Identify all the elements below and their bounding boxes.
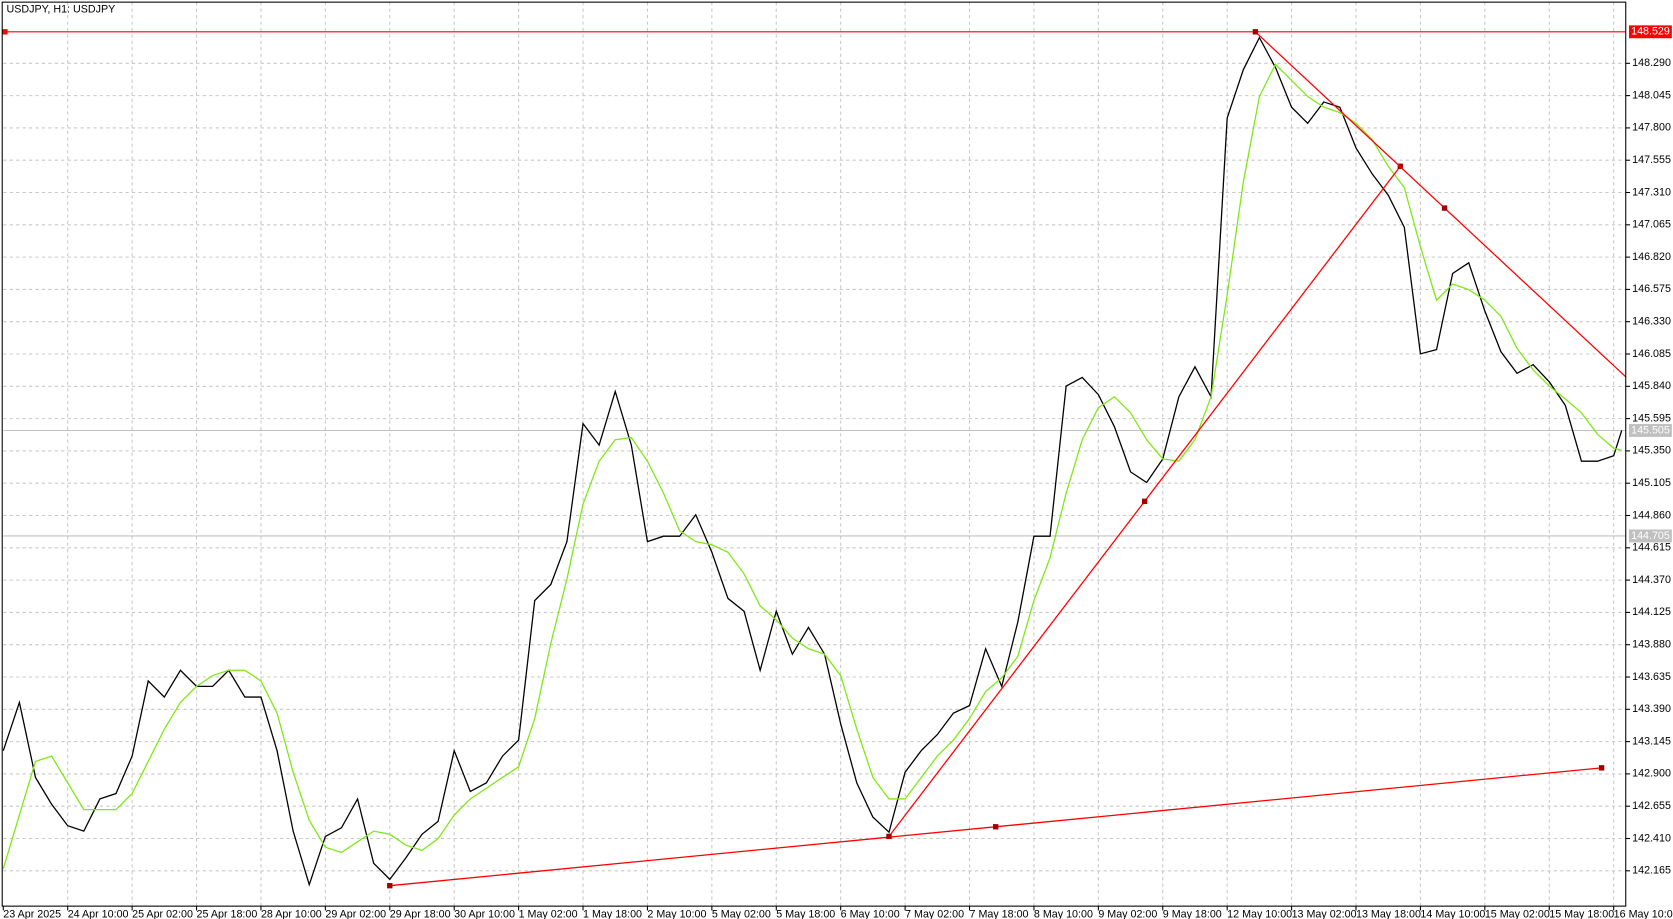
y-tick-label: 144.370 xyxy=(1632,574,1671,586)
y-tick-label: 143.880 xyxy=(1632,639,1671,651)
y-tick-label: 145.350 xyxy=(1632,445,1671,457)
y-tick-label: 147.555 xyxy=(1632,154,1671,166)
y-tick-label: 143.145 xyxy=(1632,735,1671,747)
plot-frame xyxy=(1,1,1627,907)
x-tick-label: 23 Apr 2025 xyxy=(3,909,61,919)
x-tick-label: 5 May 18:00 xyxy=(776,909,835,919)
y-tick-label: 145.595 xyxy=(1632,412,1671,424)
trendline-midpoint xyxy=(1141,498,1148,505)
y-tick-label: 142.655 xyxy=(1632,800,1671,812)
y-tick-label: 144.125 xyxy=(1632,606,1671,618)
level-label-box xyxy=(1628,424,1672,437)
y-tick-label: 143.635 xyxy=(1632,671,1671,683)
x-tick-label: 8 May 10:00 xyxy=(1034,909,1093,919)
trendline-anchor xyxy=(387,883,393,889)
x-tick-label: 7 May 02:00 xyxy=(905,909,964,919)
x-tick-label: 13 May 18:00 xyxy=(1356,909,1421,919)
x-tick-label: 25 Apr 02:00 xyxy=(132,909,193,919)
x-tick-label: 28 Apr 10:00 xyxy=(261,909,322,919)
trendline-anchor xyxy=(1598,765,1605,771)
y-tick-label: 142.165 xyxy=(1632,865,1671,877)
trendline-anchor xyxy=(886,833,892,840)
x-tick-label: 14 May 10:00 xyxy=(1420,909,1485,919)
y-tick-label: 147.800 xyxy=(1632,122,1671,134)
x-tick-label: 16 May 10:00 xyxy=(1614,909,1673,919)
y-tick-label: 142.900 xyxy=(1632,768,1671,780)
axes: 142.165 142.410 142.655 142.900 143.145 143.3… xyxy=(2,25,1673,919)
x-tick-label: 15 May 02:00 xyxy=(1485,909,1550,919)
x-tick-label: 1 May 18:00 xyxy=(583,909,642,919)
level-label: 144.705 xyxy=(1631,530,1670,542)
x-tick-label: 1 May 02:00 xyxy=(519,909,578,919)
y-tick-label: 142.410 xyxy=(1632,832,1671,844)
x-tick-label: 29 Apr 02:00 xyxy=(325,909,386,919)
level-label-box xyxy=(1628,25,1672,39)
plot-area xyxy=(2,29,1627,889)
x-tick-label: 2 May 10:00 xyxy=(647,909,706,919)
x-tick-label: 15 May 18:00 xyxy=(1549,909,1614,919)
y-tick-label: 146.085 xyxy=(1632,348,1671,360)
x-tick-label: 24 Apr 10:00 xyxy=(68,909,129,919)
y-tick-label: 146.575 xyxy=(1632,283,1671,295)
price-line xyxy=(2,63,1622,869)
x-tick-label: 29 Apr 18:00 xyxy=(390,909,451,919)
trendline-anchor xyxy=(1441,205,1448,211)
grid xyxy=(3,2,1626,907)
level-label: 145.505 xyxy=(1631,424,1670,436)
y-tick-label: 144.860 xyxy=(1632,509,1671,521)
y-tick-label: 147.310 xyxy=(1632,186,1671,198)
y-tick-label: 146.820 xyxy=(1632,251,1671,263)
trendline xyxy=(1254,31,1627,378)
chart-title: USDJPY, H1: USDJPY xyxy=(7,3,116,15)
x-tick-label: 25 Apr 18:00 xyxy=(197,909,258,919)
y-tick-label: 145.840 xyxy=(1632,380,1671,392)
y-tick-label: 147.065 xyxy=(1632,219,1671,231)
x-tick-label: 13 May 02:00 xyxy=(1292,909,1357,919)
y-tick-label: 146.330 xyxy=(1632,316,1671,328)
x-tick-label: 12 May 10:00 xyxy=(1227,909,1292,919)
x-tick-label: 9 May 02:00 xyxy=(1098,909,1157,919)
trendline-midpoint xyxy=(993,824,999,830)
y-tick-label: 148.045 xyxy=(1632,89,1671,101)
y-tick-label: 148.290 xyxy=(1632,57,1671,69)
y-tick-label: 144.615 xyxy=(1632,542,1671,554)
level-anchor xyxy=(2,29,8,35)
x-tick-label: 7 May 18:00 xyxy=(970,909,1029,919)
y-tick-label: 143.390 xyxy=(1632,703,1671,715)
x-tick-label: 9 May 18:00 xyxy=(1163,909,1222,919)
level-label-box xyxy=(1628,529,1672,543)
y-tick-label: 145.105 xyxy=(1632,477,1671,489)
x-tick-label: 30 Apr 10:00 xyxy=(454,909,515,919)
trendline-anchor xyxy=(1252,29,1259,35)
level-label: 148.529 xyxy=(1631,26,1670,38)
x-tick-label: 6 May 10:00 xyxy=(841,909,900,919)
x-tick-label: 5 May 02:00 xyxy=(712,909,771,919)
price-line xyxy=(2,36,1623,887)
